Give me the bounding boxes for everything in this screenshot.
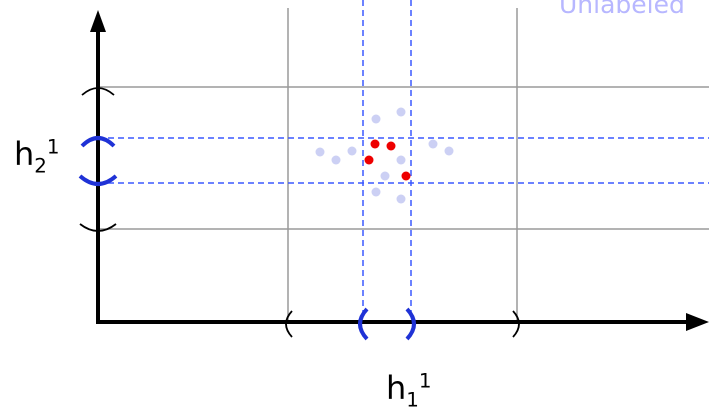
y-bracket-top-blue [80, 136, 116, 148]
unlabeled-point [347, 146, 357, 156]
x-bracket-right-blue [405, 307, 416, 341]
x-axis-blue-brackets [358, 307, 416, 341]
y-bracket-bottom-blue [78, 174, 118, 186]
unlabeled-legend-text: Unlabeled [559, 0, 685, 19]
x-bracket-left-blue [358, 307, 369, 341]
x-bracket-right-black [512, 310, 520, 338]
unlabeled-point [396, 194, 406, 204]
h2-label-superscript: 1 [46, 135, 60, 159]
h2-label-base: h [14, 135, 35, 173]
h2-label: h21 [14, 135, 60, 176]
y-axis-arrowhead [90, 10, 106, 32]
x-axis-arrowhead [686, 313, 709, 331]
unlabeled-point [380, 171, 390, 181]
y-axis-black-brackets [79, 87, 117, 232]
labeled-points-group [364, 139, 411, 181]
x-bracket-left-black [285, 310, 293, 338]
axes [90, 10, 709, 331]
h1-label-superscript: 1 [418, 369, 432, 393]
unlabeled-point [428, 139, 438, 149]
labeled-point [364, 155, 374, 165]
y-bracket-bottom-black [79, 223, 117, 232]
selection-dashed-lines [98, 0, 709, 322]
unlabeled-point [444, 146, 454, 156]
unlabeled-points-group [315, 107, 454, 204]
h1-label-subscript: 1 [406, 388, 419, 412]
unlabeled-point [315, 147, 325, 157]
unlabeled-point [396, 107, 406, 117]
unlabeled-point [371, 187, 381, 197]
labeled-point [386, 141, 396, 151]
y-bracket-top-black [81, 87, 115, 96]
unlabeled-point [371, 114, 381, 124]
unlabeled-point [331, 155, 341, 165]
grid-lines [98, 8, 709, 322]
labeled-point [401, 171, 411, 181]
h1-label-base: h [386, 369, 407, 407]
labeled-point [370, 139, 380, 149]
y-axis-blue-brackets [78, 136, 118, 186]
h2-label-subscript: 2 [34, 154, 47, 178]
h1-label: h11 [386, 369, 432, 410]
x-axis-black-brackets [285, 310, 520, 338]
unlabeled-point [396, 155, 406, 165]
